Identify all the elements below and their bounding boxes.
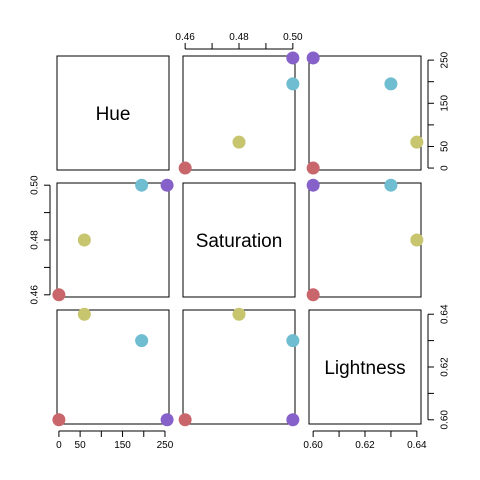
tick-label: 50 (75, 440, 87, 451)
diagonal-label-hue: Hue (96, 104, 131, 125)
axis-top-saturation: 0.46 0.48 0.50 (175, 32, 303, 50)
point-2 (77, 307, 91, 321)
point-4 (286, 51, 300, 65)
panel-frame (56, 55, 170, 171)
tick-label: 250 (157, 440, 174, 451)
panel-hue-vs-saturation (178, 51, 300, 175)
tick-label: 0.60 (303, 440, 323, 451)
axis-right-hue: 0 50 150 250 (427, 51, 451, 171)
point-4 (306, 51, 320, 65)
panel-saturation-vs-saturation: Saturation (182, 182, 296, 298)
point-3 (384, 77, 398, 91)
point-1 (306, 288, 320, 302)
point-2 (410, 135, 424, 149)
axis-bottom-lightness: 0.60 0.62 0.64 (303, 430, 427, 451)
tick-label: 0.64 (407, 440, 427, 451)
panel-frame (308, 55, 422, 171)
panel-frame (182, 55, 296, 171)
axis-left-saturation: 0.46 0.48 0.50 (30, 175, 51, 305)
point-3 (286, 77, 300, 91)
point-1 (52, 413, 66, 427)
tick-label: 250 (440, 51, 451, 68)
tick-label: 0.48 (30, 230, 41, 250)
axis-right-lightness: 0.60 0.62 0.64 (427, 304, 451, 430)
point-4 (306, 178, 320, 192)
point-4 (160, 413, 174, 427)
panel-frame (308, 182, 422, 298)
point-2 (232, 307, 246, 321)
panel-lightness-vs-lightness: Lightness (308, 309, 422, 425)
point-3 (135, 178, 149, 192)
panel-frame (308, 309, 422, 425)
diagonal-label-saturation: Saturation (196, 231, 283, 252)
point-4 (286, 413, 300, 427)
point-3 (135, 334, 149, 348)
panel-saturation-vs-lightness (306, 178, 424, 302)
tick-label: 150 (114, 440, 131, 451)
panel-saturation-vs-hue (52, 178, 174, 302)
tick-label: 0.46 (30, 285, 41, 305)
tick-label: 0 (440, 165, 451, 171)
tick-label: 0.46 (175, 32, 195, 43)
tick-label: 150 (440, 95, 451, 112)
tick-label: 0.62 (440, 357, 451, 377)
tick-label: 0.50 (283, 32, 303, 43)
point-1 (178, 161, 192, 175)
point-1 (306, 161, 320, 175)
panel-hue-vs-hue: Hue (56, 55, 170, 171)
point-2 (232, 135, 246, 149)
panel-frame (182, 309, 296, 425)
panel-frame (56, 309, 170, 425)
tick-label: 0 (56, 440, 62, 451)
tick-label: 0.64 (440, 304, 451, 324)
diagonal-label-lightness: Lightness (324, 358, 405, 379)
point-3 (286, 334, 300, 348)
point-2 (77, 233, 91, 247)
panel-hue-vs-lightness (306, 51, 424, 175)
point-4 (160, 178, 174, 192)
tick-label: 0.60 (440, 410, 451, 430)
point-1 (178, 413, 192, 427)
panel-frame (56, 182, 170, 298)
tick-label: 0.62 (355, 440, 375, 451)
panel-lightness-vs-saturation (178, 307, 300, 427)
point-1 (52, 288, 66, 302)
tick-label: 0.48 (229, 32, 249, 43)
tick-label: 50 (440, 140, 451, 152)
panel-lightness-vs-hue (52, 307, 174, 427)
point-2 (410, 233, 424, 247)
panel-frame (182, 182, 296, 298)
tick-label: 0.50 (30, 175, 41, 195)
point-3 (384, 178, 398, 192)
axis-bottom-hue: 0 50 150 250 (56, 430, 174, 451)
